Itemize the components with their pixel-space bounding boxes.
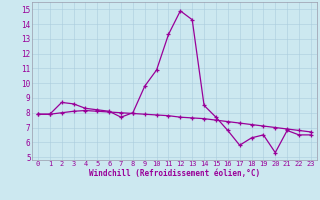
X-axis label: Windchill (Refroidissement éolien,°C): Windchill (Refroidissement éolien,°C) bbox=[89, 169, 260, 178]
